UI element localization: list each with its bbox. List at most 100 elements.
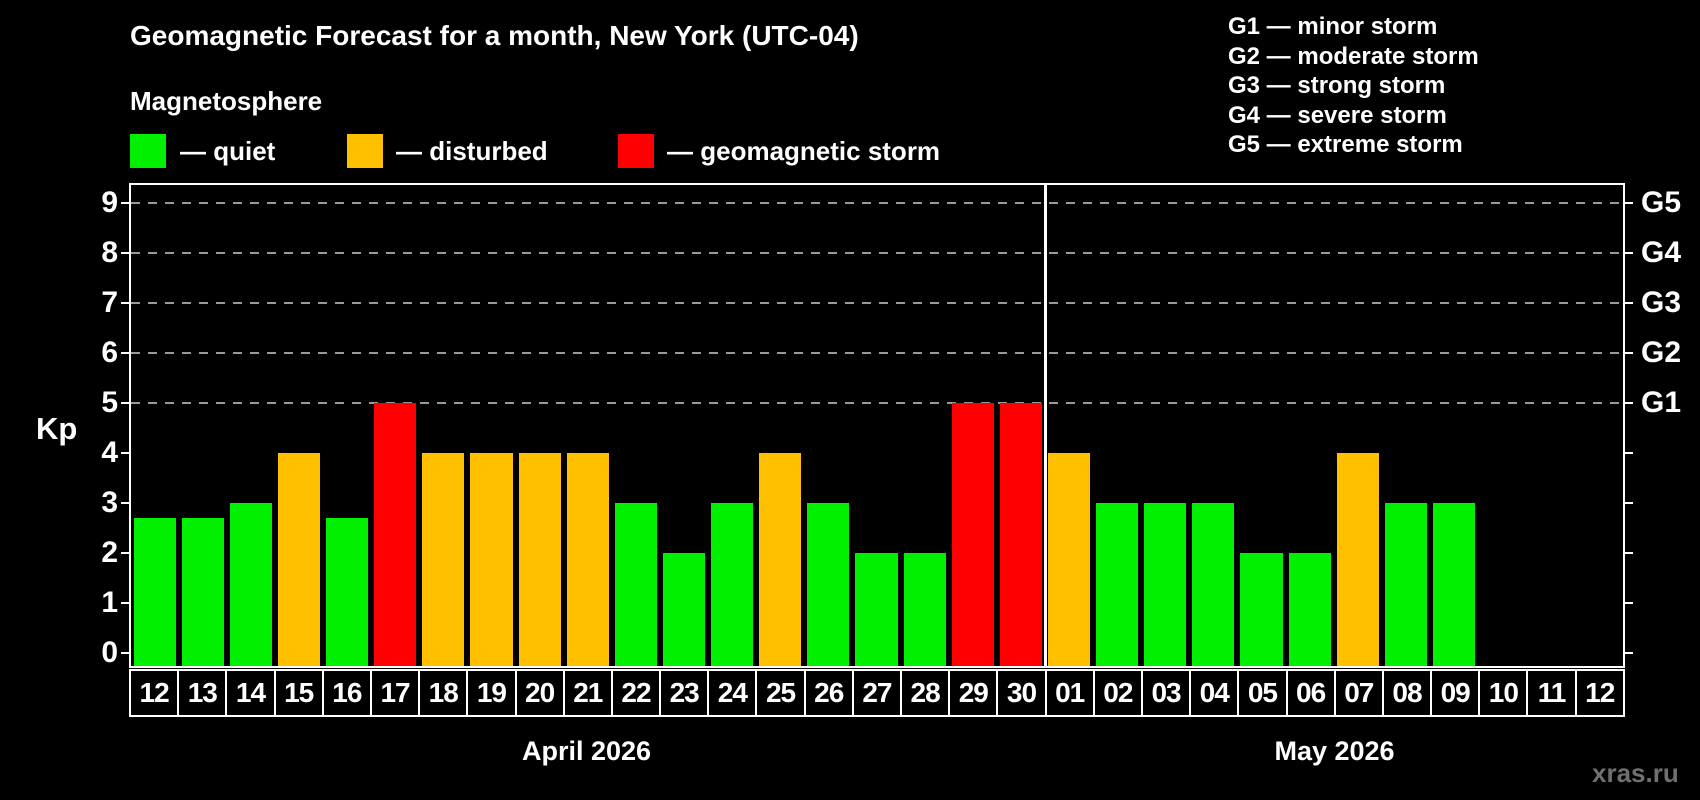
date-cell-april-19: 19 — [466, 669, 517, 717]
y-axis-tick — [121, 352, 129, 354]
kp-bar-april-27 — [855, 553, 898, 666]
y-axis-tick — [121, 652, 129, 654]
month-label-may: May 2026 — [1274, 736, 1395, 766]
date-cell-april-24: 24 — [707, 669, 758, 717]
y-tick-label: 7 — [101, 286, 118, 319]
kp-bar-april-26 — [807, 503, 850, 666]
month-separator — [1043, 185, 1047, 666]
y-tick-label: 9 — [101, 186, 118, 219]
kp-bar-april-20 — [518, 453, 561, 666]
y-axis-title: Kp — [36, 411, 78, 446]
g-level-label-g3: G3 — [1641, 286, 1682, 319]
kp-bar-april-15 — [277, 453, 320, 666]
date-axis: 12 13 14 15 16 17 18 19 20 21 22 23 24 25 26 27 28 29 30 01… — [129, 669, 1625, 717]
y-tick-label: 0 — [101, 636, 118, 669]
quiet-swatch — [130, 134, 166, 168]
chart-title: Geomagnetic Forecast for a month, New Yo… — [130, 20, 859, 51]
gridline-kp8 — [131, 252, 1623, 254]
y-tick-label: 4 — [101, 436, 118, 469]
storm-swatch — [618, 134, 654, 168]
y-tick-label: 2 — [101, 536, 118, 569]
right-axis-tick — [1625, 202, 1633, 204]
date-cell-may-06: 06 — [1285, 669, 1336, 717]
storm-scale-item-g1: G1 — minor storm — [1228, 13, 1438, 40]
storm-scale-legend: G1 — minor storm G2 — moderate storm G3 — … — [1228, 12, 1479, 160]
chart-subtitle: Magnetosphere — [130, 86, 323, 116]
kp-bar-may-05 — [1240, 553, 1283, 666]
kp-bar-april-25 — [759, 453, 802, 666]
kp-bar-may-08 — [1384, 503, 1427, 666]
y-axis-tick — [121, 302, 129, 304]
gridline-kp9 — [131, 202, 1623, 204]
date-cell-april-21: 21 — [562, 669, 613, 717]
kp-bar-april-16 — [326, 518, 369, 666]
date-cell-may-09: 09 — [1430, 669, 1481, 717]
kp-bar-april-18 — [422, 453, 465, 666]
date-cell-april-12: 12 — [129, 669, 180, 717]
right-axis-tick — [1625, 652, 1633, 654]
plot-inner — [131, 185, 1623, 666]
status-legend: — quiet — disturbed — geomagnetic storm — [0, 132, 1100, 172]
kp-bar-may-07 — [1336, 453, 1379, 666]
kp-bar-may-06 — [1288, 553, 1331, 666]
kp-bar-may-09 — [1432, 503, 1476, 666]
date-cell-april-17: 17 — [369, 669, 421, 717]
y-tick-label: 5 — [101, 386, 118, 419]
date-cell-april-16: 16 — [321, 669, 372, 717]
y-axis-tick — [121, 552, 129, 554]
disturbed-legend-label: — disturbed — [396, 136, 548, 166]
date-cell-may-08: 08 — [1381, 669, 1433, 717]
y-tick-label: 8 — [101, 236, 118, 269]
date-cell-may-07: 07 — [1333, 669, 1384, 717]
date-cell-may-02: 02 — [1092, 669, 1143, 717]
kp-bar-april-23 — [662, 553, 706, 666]
storm-scale-item-g4: G4 — severe storm — [1228, 101, 1447, 129]
right-axis-tick — [1625, 252, 1633, 254]
date-cell-april-18: 18 — [418, 669, 469, 717]
gridline-kp5 — [131, 402, 1623, 404]
kp-bar-april-22 — [614, 503, 657, 666]
y-axis-tick — [121, 252, 129, 254]
right-axis-tick — [1625, 402, 1633, 404]
g-level-label-g5: G5 — [1641, 186, 1682, 219]
kp-bar-april-29 — [951, 403, 994, 666]
storm-scale-item-g2: G2 — moderate storm — [1228, 42, 1479, 70]
y-axis-tick — [121, 402, 129, 404]
date-cell-may-04: 04 — [1189, 669, 1240, 717]
watermark: xras.ru — [1592, 758, 1679, 788]
kp-bar-may-03 — [1144, 503, 1187, 666]
kp-bar-april-12 — [133, 518, 176, 666]
date-cell-april-13: 13 — [177, 669, 228, 717]
date-cell-may-03: 03 — [1140, 669, 1192, 717]
right-axis-tick — [1625, 452, 1633, 454]
date-cell-may-10: 10 — [1478, 669, 1529, 717]
kp-bar-may-02 — [1096, 503, 1139, 666]
plot-area — [129, 183, 1625, 668]
storm-scale-item-g3: G3 — strong storm — [1228, 72, 1446, 99]
right-axis-tick — [1625, 502, 1633, 504]
kp-bar-april-24 — [711, 503, 754, 666]
kp-bar-april-14 — [229, 503, 272, 666]
storm-scale-item-g5: G5 — extreme storm — [1228, 131, 1463, 158]
right-axis-tick — [1625, 552, 1633, 554]
date-cell-april-22: 22 — [610, 669, 662, 717]
g-level-label-g4: G4 — [1641, 236, 1682, 269]
g-level-label-g1: G1 — [1641, 386, 1682, 419]
date-cell-april-14: 14 — [225, 669, 276, 717]
y-tick-label: 6 — [101, 336, 118, 369]
date-cell-april-28: 28 — [900, 669, 951, 717]
date-cell-april-25: 25 — [755, 669, 806, 717]
date-cell-april-27: 27 — [851, 669, 902, 717]
date-cell-may-11: 11 — [1526, 669, 1577, 717]
kp-bar-may-01 — [1047, 453, 1091, 666]
quiet-legend-label: — quiet — [180, 136, 276, 166]
date-cell-may-05: 05 — [1237, 669, 1288, 717]
date-cell-may-01: 01 — [1044, 669, 1095, 717]
date-cell-april-20: 20 — [514, 669, 565, 717]
date-cell-april-23: 23 — [659, 669, 710, 717]
gridline-kp6 — [131, 352, 1623, 354]
kp-bar-april-21 — [566, 453, 609, 666]
kp-bar-april-17 — [374, 403, 417, 666]
kp-bar-april-19 — [470, 453, 513, 666]
kp-bar-april-28 — [903, 553, 946, 666]
